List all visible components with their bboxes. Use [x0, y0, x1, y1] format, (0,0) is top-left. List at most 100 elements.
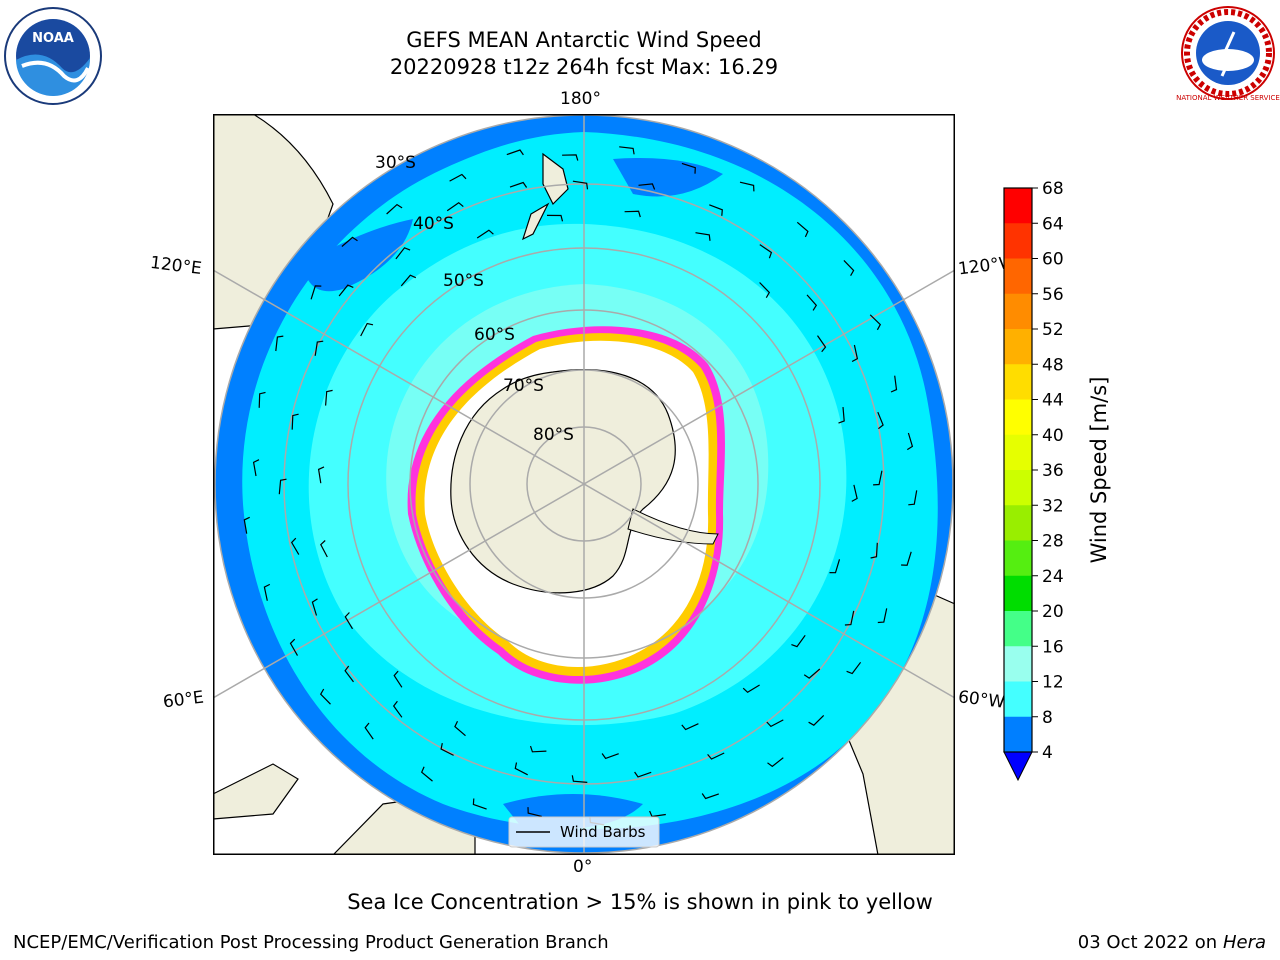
wind-barb — [290, 537, 300, 555]
wind-barb — [454, 720, 466, 737]
footer-date: 03 Oct 2022 on — [1077, 932, 1223, 953]
wind-barb — [571, 775, 588, 783]
colorbar-segment — [1004, 716, 1032, 753]
wind-barb — [851, 484, 858, 502]
colorbar-segment — [1004, 399, 1032, 436]
wind-barb — [701, 793, 719, 800]
wind-barb — [681, 162, 696, 174]
colorbar-segment — [1004, 505, 1032, 541]
wind-barb — [393, 670, 403, 688]
colorbar-tick-label: 40 — [1042, 426, 1064, 446]
colorbar-tick-label: 36 — [1042, 461, 1064, 481]
colorbar-tick-label: 28 — [1042, 532, 1064, 552]
land-new-zealand-north — [542, 152, 569, 206]
colorbar-segment — [1004, 364, 1032, 400]
lon-label-60e: 60°E — [161, 687, 205, 713]
wind-barb — [400, 274, 417, 287]
colorbar-tick-label: 56 — [1042, 285, 1064, 305]
lon-label-0: 0° — [573, 857, 593, 877]
wind-barb — [278, 478, 287, 495]
wind-barb — [314, 340, 324, 356]
wind-barb — [420, 766, 433, 782]
wind-barb — [341, 236, 358, 247]
wind-barb — [476, 229, 494, 239]
colorbar-tick-label: 12 — [1042, 673, 1064, 693]
wind-barb — [514, 762, 528, 776]
wind-barb — [851, 344, 859, 363]
footer-right: 03 Oct 2022 on Hera — [1078, 932, 1266, 953]
lat-label-30s: 30°S — [375, 153, 416, 173]
wind-barb — [601, 753, 619, 760]
wind-barb — [440, 742, 454, 756]
wind-barb — [252, 459, 260, 477]
land-madagascar — [213, 763, 299, 820]
wind-barb — [808, 714, 825, 726]
colorbar-segment — [1004, 258, 1032, 295]
wind-barb — [908, 490, 918, 506]
wind-barb — [877, 411, 884, 430]
wind-barb — [638, 183, 656, 190]
wind-barb — [386, 203, 403, 215]
wind-barb — [449, 173, 467, 182]
colorbar-segment — [1004, 540, 1032, 577]
colorbar-segment — [1004, 434, 1032, 471]
polar-map: 30°S 40°S 50°S 60°S 70°S 80°S Wind Barbs — [213, 114, 955, 855]
colorbar-label: Wind Speed [m/s] — [1087, 377, 1111, 564]
wind-barb — [344, 612, 354, 630]
wind-barb — [446, 201, 464, 212]
wind-barb — [263, 583, 271, 601]
colorbar-segment — [1004, 681, 1032, 718]
lon-label-120e: 120°E — [148, 252, 203, 280]
noaa-logo-text: NOAA — [32, 31, 74, 46]
nws-logo-text: NATIONAL WEATHER SERVICE — [1176, 94, 1280, 102]
wind-barb — [803, 668, 821, 679]
wind-barb — [275, 335, 284, 352]
wind-barb — [338, 284, 354, 297]
wind-barb — [890, 375, 898, 393]
colorbar-tick-label: 68 — [1042, 180, 1064, 199]
footer-machine: Hera — [1222, 932, 1266, 953]
colorbar-segment — [1004, 329, 1032, 365]
colorbar-segment — [1004, 611, 1032, 647]
wind-barb — [742, 684, 760, 694]
wind-barb — [767, 757, 784, 768]
wind-barb — [870, 542, 878, 559]
colorbar-tick-label: 64 — [1042, 214, 1064, 234]
wind-barb — [766, 719, 784, 728]
map-frame — [213, 114, 955, 855]
wind-barb — [472, 798, 487, 810]
wind-barb — [319, 688, 331, 705]
wind-barb — [759, 282, 771, 298]
wind-barb — [395, 247, 411, 260]
colorbar-segment — [1004, 470, 1032, 506]
colorbar-tick-label: 4 — [1042, 743, 1053, 763]
wind-barb — [634, 771, 652, 778]
wind-barb — [829, 559, 841, 574]
wind-barb — [624, 210, 641, 218]
colorbar-tick-label: 24 — [1042, 567, 1064, 587]
wind-barb — [317, 466, 325, 484]
wind-barb — [243, 516, 250, 534]
wind-barb — [344, 665, 354, 683]
wind-barb — [759, 244, 773, 259]
wind-barb — [796, 221, 809, 238]
wind-barb — [838, 407, 845, 424]
land-antarctic-peninsula — [627, 508, 719, 545]
wind-barb — [817, 335, 827, 353]
lat-label-40s: 40°S — [413, 214, 454, 234]
wind-barb — [291, 413, 299, 430]
wind-barb — [619, 146, 635, 155]
wind-barb — [707, 752, 725, 760]
wind-barb — [289, 638, 299, 656]
colorbar-tick-label: 20 — [1042, 602, 1064, 622]
wind-barb — [843, 259, 855, 276]
wind-low-patch-1 — [303, 219, 413, 292]
colorbar-tick-label: 52 — [1042, 320, 1064, 340]
wind-barb — [906, 432, 914, 451]
colorbar: 68 64 60 56 52 48 44 40 36 32 28 24 20 16 12 8 4 Wind Sp… — [1003, 180, 1111, 782]
wind-barb — [806, 294, 818, 311]
nws-logo: NATIONAL WEATHER SERVICE — [1176, 6, 1280, 102]
colorbar-underflow-triangle — [1003, 751, 1033, 782]
wind-barb — [869, 314, 882, 331]
colorbar-segment — [1004, 575, 1032, 612]
